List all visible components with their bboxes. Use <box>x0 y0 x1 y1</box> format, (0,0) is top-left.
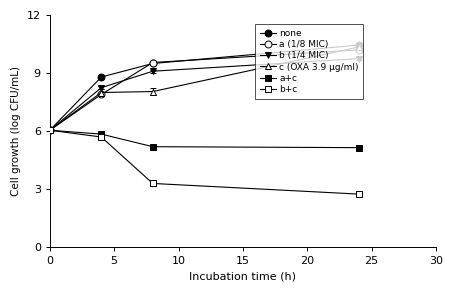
X-axis label: Incubation time (h): Incubation time (h) <box>189 272 296 282</box>
Legend: none, a (1/8 MIC), b (1/4 MIC), c (OXA 3.9 μg/ml), a+c, b+c: none, a (1/8 MIC), b (1/4 MIC), c (OXA 3… <box>255 24 364 98</box>
Y-axis label: Cell growth (log CFU/mL): Cell growth (log CFU/mL) <box>11 66 21 196</box>
